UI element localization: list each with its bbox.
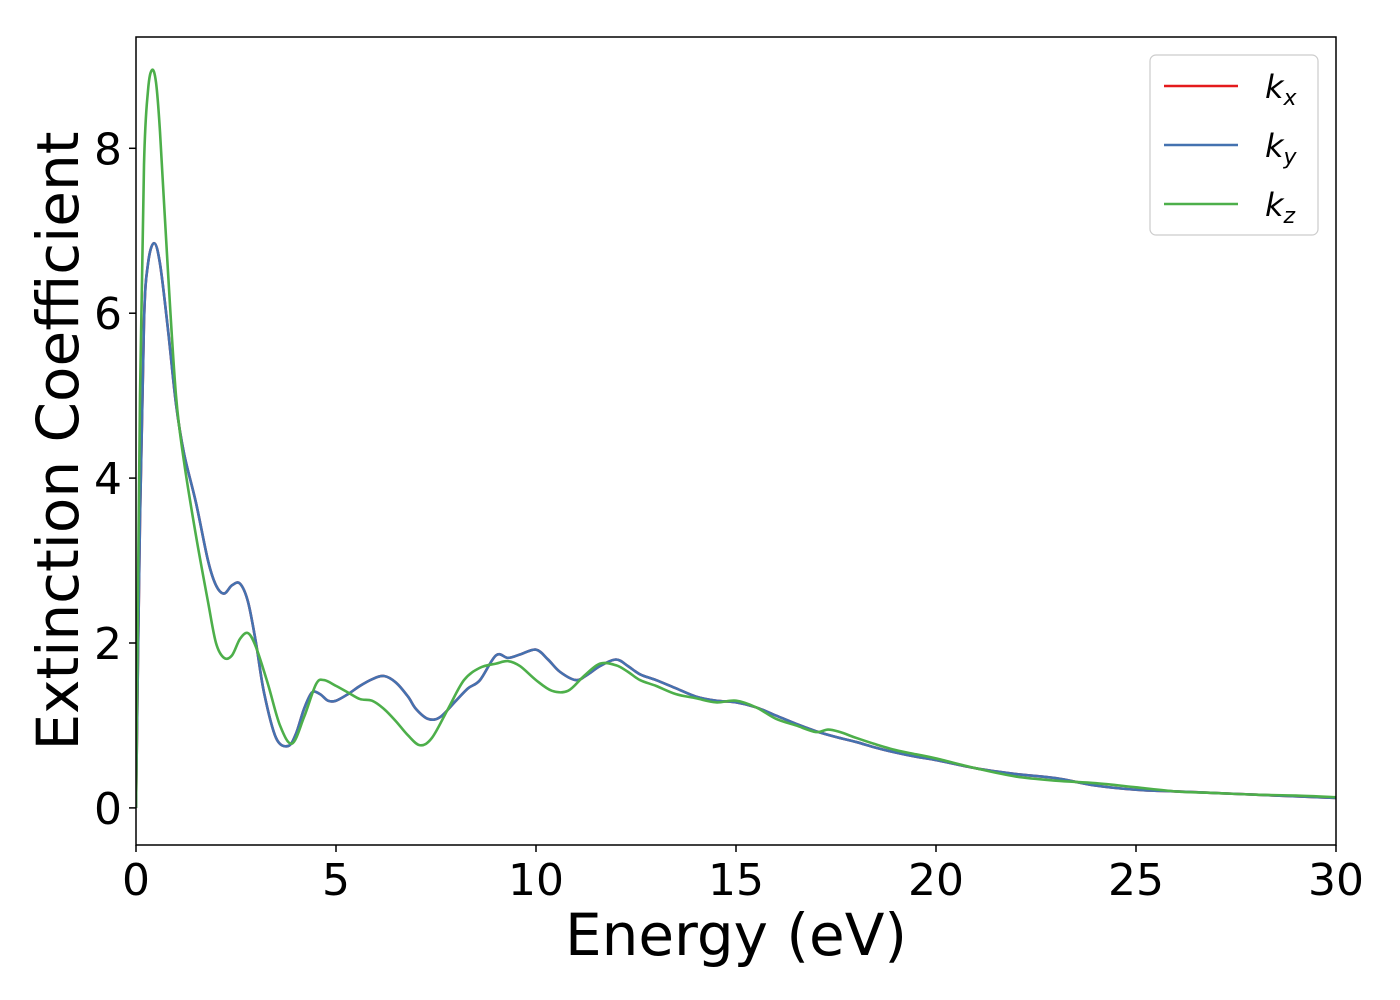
y-axis: 0 2 4 6 8 — [94, 124, 136, 835]
series-line-k-z — [136, 68, 1336, 808]
x-tick-label: 0 — [122, 855, 150, 906]
x-tick-label: 10 — [508, 855, 564, 906]
y-tick-label: 2 — [94, 619, 122, 670]
x-axis-label: Energy (eV) — [565, 901, 907, 969]
legend-label-k-y: ky — [1265, 127, 1298, 170]
x-tick-label: 25 — [1108, 855, 1164, 906]
legend: kx ky kz — [1149, 54, 1319, 236]
y-tick-label: 6 — [94, 289, 122, 340]
series-line-k-x — [136, 241, 1336, 808]
legend-label-k-x: kx — [1265, 68, 1298, 111]
y-axis-label: Extinction Coefficient — [24, 132, 92, 751]
legend-label-k-z: kz — [1265, 186, 1296, 229]
x-tick-label: 20 — [908, 855, 964, 906]
y-tick-label: 8 — [94, 124, 122, 175]
series-line-k-y — [136, 241, 1336, 808]
x-tick-label: 15 — [708, 855, 764, 906]
x-axis: 0 5 10 15 20 25 30 — [122, 845, 1364, 906]
series-layer — [136, 68, 1336, 808]
y-tick-label: 4 — [94, 454, 122, 505]
x-tick-label: 30 — [1308, 855, 1364, 906]
y-tick-label: 0 — [94, 784, 122, 835]
x-tick-label: 5 — [322, 855, 350, 906]
